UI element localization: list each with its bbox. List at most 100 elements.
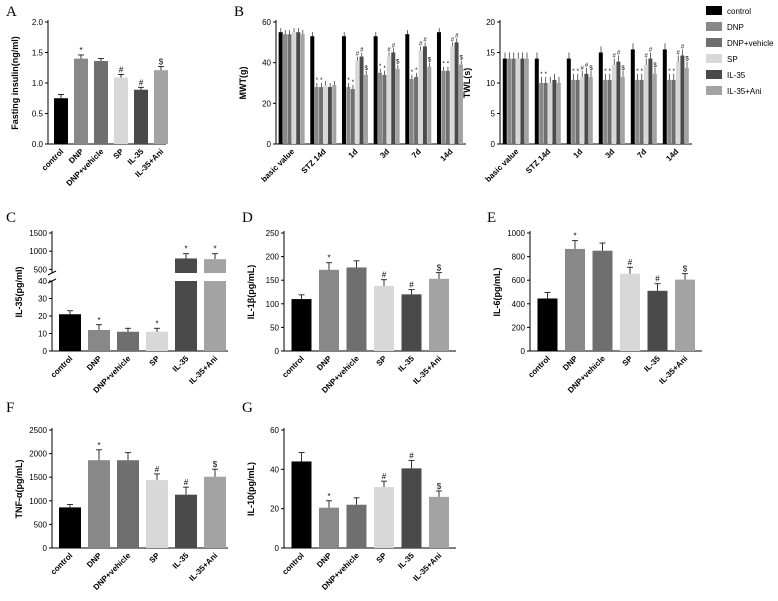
x-tick-label-e-1: DNP [561, 354, 580, 373]
sig-label-b2-4-4: # [649, 48, 653, 54]
sig-label-b-2-4: # [360, 48, 364, 54]
sig-label-b-5-5: $ [459, 56, 463, 62]
panel-letter-b: B [234, 4, 244, 20]
bar-b-3d-control [373, 36, 378, 144]
legend-label-sp: SP [727, 55, 738, 64]
y-tick-label-a-4: 2.0 [32, 18, 44, 27]
legend: control DNP DNP+vehicle SP IL-35 IL-35+Ani [706, 6, 774, 96]
y-tick-label-f-3: 1500 [29, 473, 47, 482]
bar-g-dnp-vehicle [346, 504, 367, 548]
legend-swatch-il-35-ani [706, 86, 722, 95]
y-tick-label-g-0: 0 [275, 544, 280, 553]
y-axis-title-f: TNF-α(pg/mL) [14, 459, 24, 518]
bar-b-14d-dnp-vehicle [445, 70, 450, 144]
bar-b2-7d-sp [644, 64, 648, 144]
sig-label-b2-5-4: # [681, 44, 685, 50]
axis-break-top [47, 270, 57, 276]
x-tick-label-e-3: SP [621, 354, 635, 368]
bar-b-3d-il-35-ani [395, 68, 400, 144]
bar-c-upper-il-35-ani [204, 259, 226, 273]
y-tick-label-b2-3: 15 [486, 49, 495, 58]
legend-label-il-35: IL-35 [727, 71, 746, 80]
x-tick-label-c-0: control [49, 354, 75, 380]
y-tick-label-f-5: 2500 [29, 426, 47, 435]
bar-b-stz-14d-dnp [314, 87, 319, 144]
bar-b2-14d-dnp-vehicle [671, 79, 676, 144]
bar-e-dnp [565, 248, 585, 351]
sig-label-c-3: * [155, 319, 158, 328]
x-tick-label-b-2: 1d [347, 147, 360, 160]
sig-label-f-3: # [155, 465, 160, 474]
bar-b-1d-sp [355, 60, 360, 145]
sig-label-f-4: # [184, 478, 189, 487]
sig-label-f-1: * [97, 441, 100, 450]
sig-label-g-1: * [327, 492, 330, 501]
y-tick-label-b-1: 20 [262, 99, 271, 108]
bar-b-basic-value-il-35-ani [300, 34, 305, 145]
bar-b2-7d-dnp-vehicle [639, 79, 644, 144]
bar-b2-14d-control [662, 49, 667, 145]
y-tick-label-e-5: 1000 [507, 229, 525, 238]
bar-b2-1d-dnp [571, 79, 576, 144]
x-tick-label-g-4: IL-35 [396, 551, 416, 571]
y-tick-label-a-0: 0.0 [32, 140, 44, 149]
bar-d-dnp [319, 269, 339, 351]
bar-b2-1d-sp [580, 76, 584, 144]
x-tick-label-f-4: IL-35 [171, 551, 191, 571]
sig-label-b2-2-5: $ [589, 66, 593, 72]
bar-d-il-35-ani [429, 278, 449, 351]
bar-f-dnp-vehicle [117, 460, 139, 548]
sig-label-a-5: $ [159, 58, 164, 67]
panel-letter-f: F [6, 400, 14, 416]
bar-e-control [537, 298, 558, 351]
sig-label-b-4-4: # [423, 37, 427, 43]
sig-label-a-4: # [139, 78, 144, 87]
bar-b2-stz-14d-il-35-ani [556, 83, 561, 144]
legend-label-control: control [727, 7, 751, 16]
bar-f-dnp [88, 460, 110, 548]
bar-b-1d-control [341, 36, 346, 144]
bar-b-14d-control [436, 32, 441, 144]
y-axis-title-c: IL-35(pg/ml) [14, 266, 24, 317]
y-tick-label-a-3: 1.5 [32, 49, 44, 58]
y-tick-label-g-2: 40 [270, 465, 279, 474]
x-tick-label-e-4: IL-35 [642, 354, 662, 374]
panel-letter-d: D [242, 210, 253, 226]
bar-f-sp [146, 480, 168, 548]
sig-label-b-3-1: * [379, 64, 382, 70]
y-tick-label-b2-0: 0 [491, 140, 496, 149]
sig-label-b2-3-3: # [613, 54, 617, 60]
bar-b-7d-il-35-ani [427, 66, 432, 144]
bar-f-control [59, 507, 81, 548]
bar-a-il-35-ani [154, 70, 168, 144]
bar-f-il-35-ani [204, 476, 226, 548]
bar-b2-stz-14d-dnp-vehicle [543, 83, 548, 144]
x-tick-label-b2-1: STZ 14d [524, 147, 552, 175]
sig-label-b2-4-1: * [636, 69, 639, 75]
y-tick-label-b2-1: 5 [491, 110, 496, 119]
sig-label-c-1: * [97, 316, 100, 325]
x-tick-label-d-1: DNP [315, 354, 334, 373]
x-tick-label-b2-5: 14d [664, 147, 680, 163]
sig-label-b-4-2: * [415, 68, 418, 74]
x-tick-label-c-4: IL-35 [171, 354, 191, 374]
sig-label-a-1: * [79, 46, 82, 55]
bar-b-stz-14d-control [310, 36, 315, 144]
sig-label-b2-2-4: # [585, 63, 589, 69]
legend-swatch-sp [706, 54, 722, 63]
bar-d-dnp-vehicle [346, 267, 367, 351]
bar-b2-basic-value-dnp-vehicle [511, 58, 516, 144]
bar-b2-7d-control [630, 49, 635, 145]
bar-b-basic-value-control [278, 32, 283, 144]
sig-label-e-4: # [655, 275, 660, 284]
bar-b-7d-control [405, 34, 410, 145]
bar-c-control [59, 314, 81, 351]
bar-b2-1d-il-35 [584, 73, 589, 144]
sig-label-b-2-2: * [352, 80, 355, 86]
y-tick-label-f-4: 2000 [29, 450, 47, 459]
bar-b2-basic-value-control [502, 58, 507, 144]
bar-b-7d-dnp [409, 78, 414, 144]
y-tick-label-a-2: 1.0 [32, 79, 44, 88]
bar-b2-3d-dnp-vehicle [607, 79, 612, 144]
